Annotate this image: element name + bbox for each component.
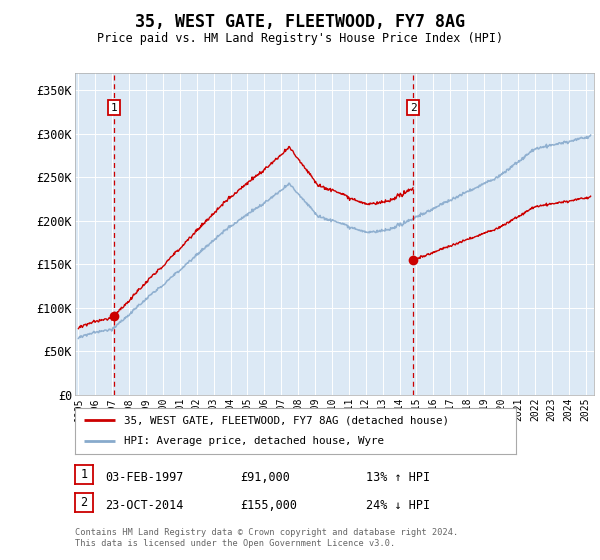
- Text: Contains HM Land Registry data © Crown copyright and database right 2024.
This d: Contains HM Land Registry data © Crown c…: [75, 528, 458, 548]
- Text: Price paid vs. HM Land Registry's House Price Index (HPI): Price paid vs. HM Land Registry's House …: [97, 32, 503, 45]
- Text: 24% ↓ HPI: 24% ↓ HPI: [366, 498, 430, 512]
- Text: £91,000: £91,000: [240, 470, 290, 484]
- Text: 2: 2: [410, 102, 416, 113]
- Text: HPI: Average price, detached house, Wyre: HPI: Average price, detached house, Wyre: [124, 436, 383, 446]
- Text: 1: 1: [80, 468, 88, 482]
- Text: 03-FEB-1997: 03-FEB-1997: [105, 470, 184, 484]
- Text: 2: 2: [80, 496, 88, 510]
- Text: 13% ↑ HPI: 13% ↑ HPI: [366, 470, 430, 484]
- Text: 23-OCT-2014: 23-OCT-2014: [105, 498, 184, 512]
- Text: 35, WEST GATE, FLEETWOOD, FY7 8AG: 35, WEST GATE, FLEETWOOD, FY7 8AG: [135, 13, 465, 31]
- Text: £155,000: £155,000: [240, 498, 297, 512]
- Text: 35, WEST GATE, FLEETWOOD, FY7 8AG (detached house): 35, WEST GATE, FLEETWOOD, FY7 8AG (detac…: [124, 415, 449, 425]
- Text: 1: 1: [110, 102, 117, 113]
